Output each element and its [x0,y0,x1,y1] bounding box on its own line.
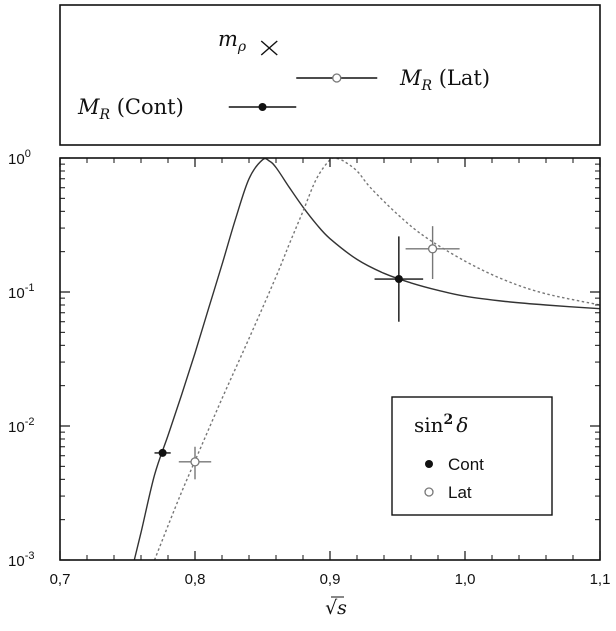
top-marker-1 [332,73,342,83]
data-points [154,226,460,480]
top-marker-label: mρ [218,27,247,55]
data-point-lat [190,457,200,467]
data-point-cont [158,448,167,457]
y-tick-label: 10-2 [8,416,34,436]
x-tick-label: 1,1 [590,571,611,588]
y-tick-label: 10-1 [8,282,34,302]
x-tick-label: 1,0 [455,571,476,588]
curves [133,158,600,560]
y-tick-label: 10-3 [8,550,34,570]
legend-label-lat: Lat [448,483,472,502]
axis-ticks: 0,7 0,8 0,9 1,0 1,1 100 10-1 10-2 10-3 √s [8,148,610,619]
legend: sin2 δ Cont Lat [391,396,553,516]
x-tick-label: 0,8 [185,571,206,588]
legend-box [391,396,553,516]
legend-title: sin2 δ [414,412,468,437]
top-panel-markers: mρ MR (Lat) MR (Cont) [77,27,490,123]
x-axis-label: √s [325,597,347,619]
top-panel-frame [59,4,601,146]
data-point-cont [394,275,403,284]
top-marker-2 [258,103,267,111]
data-point-lat [427,244,438,254]
x-tick-label: 0,9 [320,571,341,588]
x-tick-label: 0,7 [50,571,71,588]
curve-cont [133,158,600,560]
legend-label-cont: Cont [448,455,484,474]
legend-marker-lat [424,487,434,497]
plot-frame [59,157,601,561]
top-marker-0-b [260,40,278,56]
y-tick-label: 100 [8,148,31,168]
top-marker-label: MR (Lat) [399,66,490,94]
top-marker-label: MR (Cont) [77,95,184,123]
curve-lat [153,158,600,560]
legend-marker-cont [425,460,433,468]
